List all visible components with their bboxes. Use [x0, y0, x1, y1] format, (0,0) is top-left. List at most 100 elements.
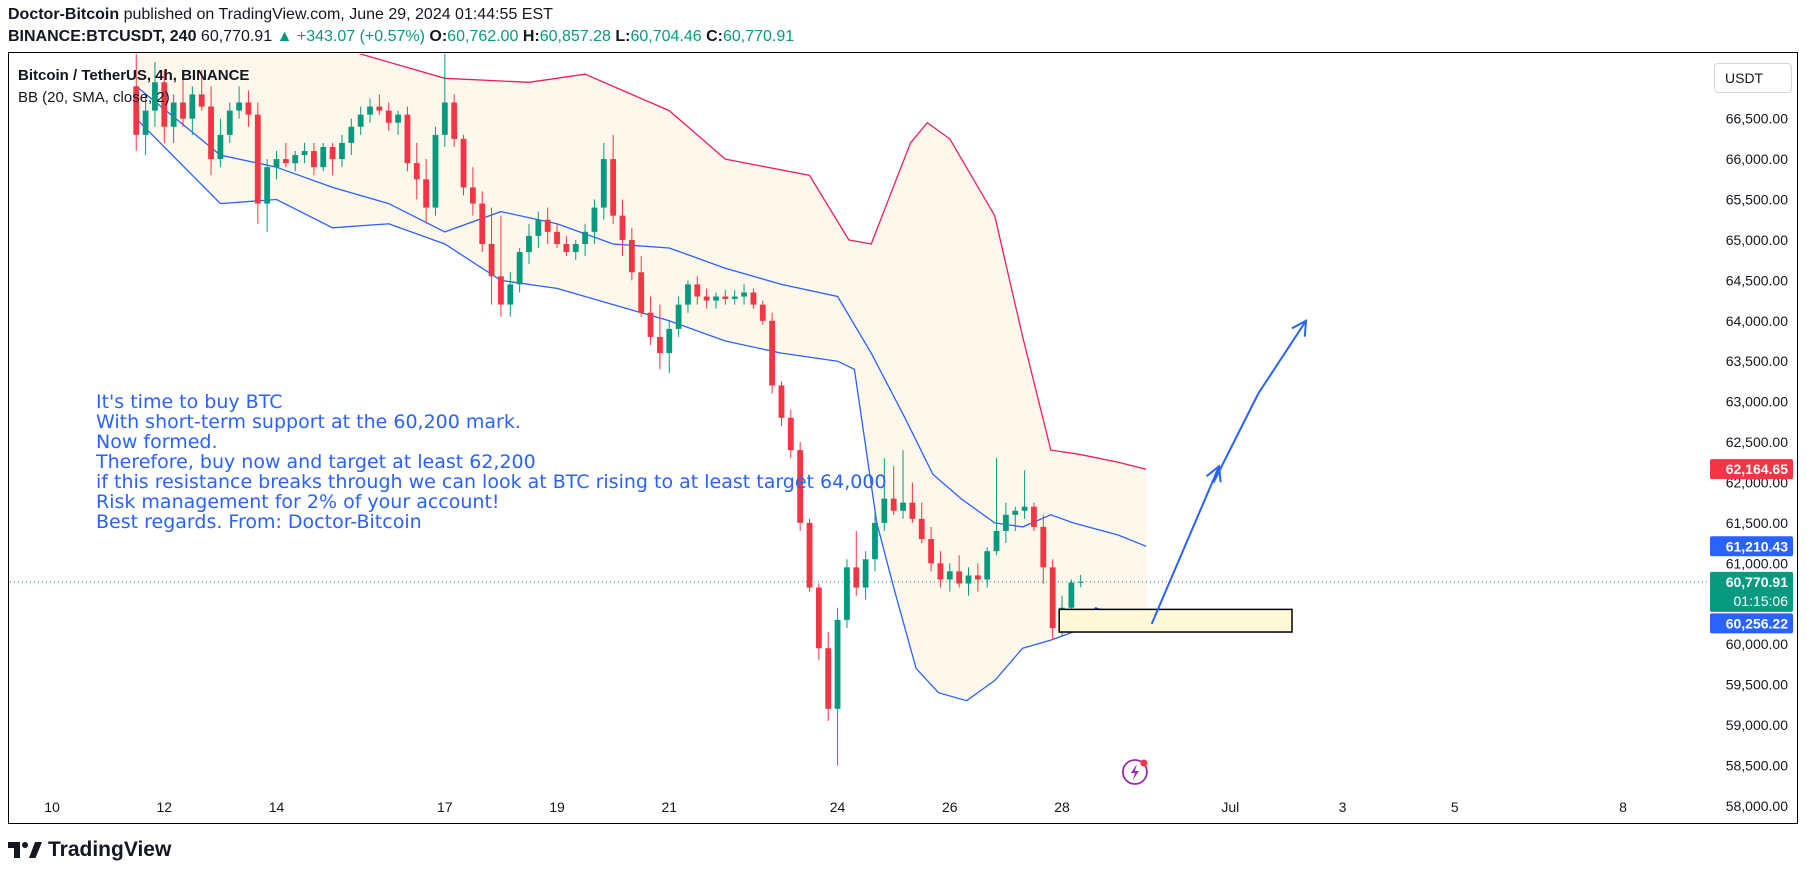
lower-band-label: 60,256.22 [1710, 613, 1793, 634]
y-tick-label: 58,500.00 [1726, 757, 1788, 773]
x-tick-label: 3 [1339, 799, 1347, 815]
y-tick-label: 63,000.00 [1726, 394, 1788, 410]
y-tick-label: 66,000.00 [1726, 151, 1788, 167]
y-tick-label: 61,000.00 [1726, 555, 1788, 571]
candle-down [376, 106, 383, 111]
candle-up [367, 106, 373, 115]
high-label: H: [522, 28, 540, 45]
candle-down [787, 417, 794, 451]
candle-down [722, 296, 729, 299]
candle-down [956, 571, 963, 584]
x-tick-label: 17 [437, 799, 453, 815]
candle-up [946, 571, 953, 580]
y-tick-label: 63,500.00 [1726, 353, 1788, 369]
author-name[interactable]: Doctor-Bitcoin [8, 6, 120, 23]
x-tick-label: 8 [1619, 799, 1627, 815]
candle-up [526, 235, 532, 253]
candle-down [797, 450, 804, 523]
candle-down [937, 563, 944, 580]
candle-up [834, 619, 841, 709]
candle-up [572, 243, 579, 253]
candle-down [703, 296, 710, 301]
close-value: 60,770.91 [722, 28, 795, 45]
candle-up [152, 82, 158, 111]
candle-down [647, 312, 654, 337]
candle-up [292, 155, 299, 164]
candle-up [1077, 581, 1084, 583]
candle-up [441, 102, 448, 135]
y-tick-label: 59,500.00 [1726, 677, 1788, 693]
candle-down [208, 106, 214, 160]
annotation-line: Therefore, buy now and target at least 6… [95, 451, 536, 473]
candle-down [423, 179, 430, 208]
candle-down [282, 159, 289, 164]
candle-down [778, 385, 785, 418]
candle-up [862, 559, 869, 588]
support-zone-box [1058, 608, 1293, 633]
annotation-text: It's time to buy BTC With short-term supp… [95, 391, 887, 533]
candle-up [348, 126, 355, 143]
bollinger-lower-line [135, 118, 1147, 702]
x-tick-label: 14 [269, 799, 285, 815]
candle-down [628, 239, 635, 273]
x-tick-label: Jul [1221, 799, 1239, 815]
upper-band-label-box [1710, 459, 1793, 480]
candle-down [544, 219, 551, 232]
candle-up [507, 284, 514, 305]
candle-up [965, 575, 972, 584]
candle-up [226, 110, 233, 135]
candle-up [339, 142, 345, 160]
candle-up [1012, 510, 1019, 515]
last-price-value: 60,770.91 [200, 28, 273, 45]
y-tick-label: 66,500.00 [1726, 111, 1788, 127]
candle-up [236, 102, 242, 111]
projection-arrowhead-1 [1205, 464, 1222, 483]
y-tick-label: 58,000.00 [1726, 798, 1788, 814]
x-tick-label: 12 [157, 799, 173, 815]
countdown-text: 01:15:06 [1734, 593, 1789, 609]
candle-down [469, 187, 476, 204]
currency-selector[interactable]: USDT [1714, 63, 1792, 93]
lightning-bolt-shape [1130, 764, 1139, 780]
tradingview-brand[interactable]: TradingView [48, 838, 172, 861]
last-price-label-box [1710, 571, 1793, 612]
candle-up [217, 134, 224, 160]
x-tick-label: 26 [942, 799, 958, 815]
candle-down [245, 102, 252, 115]
candle-down [479, 203, 486, 244]
candle-down [1031, 506, 1037, 527]
candle-down [1049, 567, 1056, 628]
upper-band-label: 62,164.65 [1710, 459, 1793, 480]
candle-up [273, 159, 280, 168]
annotation-line: With short-term support at the 60,200 ma… [96, 411, 521, 433]
change-value: ▲ +343.07 (+0.57%) [276, 28, 425, 45]
candle-up [984, 551, 991, 580]
bolt-icon-group [1122, 759, 1148, 785]
basis-label-text: 61,210.43 [1726, 538, 1788, 554]
chart-frame[interactable] [8, 52, 1798, 824]
candle-down [928, 539, 934, 564]
low-value: 60,704.46 [630, 28, 702, 45]
candle-down [769, 320, 776, 386]
y-tick-label: 61,500.00 [1726, 515, 1788, 531]
candle-down [563, 243, 570, 253]
candle-up [881, 498, 888, 523]
published-text: published on TradingView.com, June 29, 2… [123, 6, 553, 23]
chart-legend-title[interactable]: Bitcoin / TetherUS, 4h, BINANCE [18, 67, 250, 84]
projection-arrow [1150, 320, 1307, 625]
candle-down [554, 231, 560, 244]
indicator-legend[interactable]: BB (20, SMA, close, 2) [18, 89, 170, 106]
candle-down [180, 102, 186, 119]
candle-up [600, 159, 607, 208]
candle-up [320, 146, 327, 168]
annotation-line: Best regards. From: Doctor-Bitcoin [96, 511, 422, 533]
candle-down [488, 243, 495, 277]
candle-down [198, 94, 205, 107]
candle-down [806, 522, 813, 588]
notification-dot [1140, 759, 1148, 767]
candle-up [1068, 582, 1075, 608]
candle-up [535, 219, 542, 236]
published-line: Doctor-Bitcoin published on TradingView.… [8, 6, 553, 24]
footer: TradingView [8, 836, 171, 864]
